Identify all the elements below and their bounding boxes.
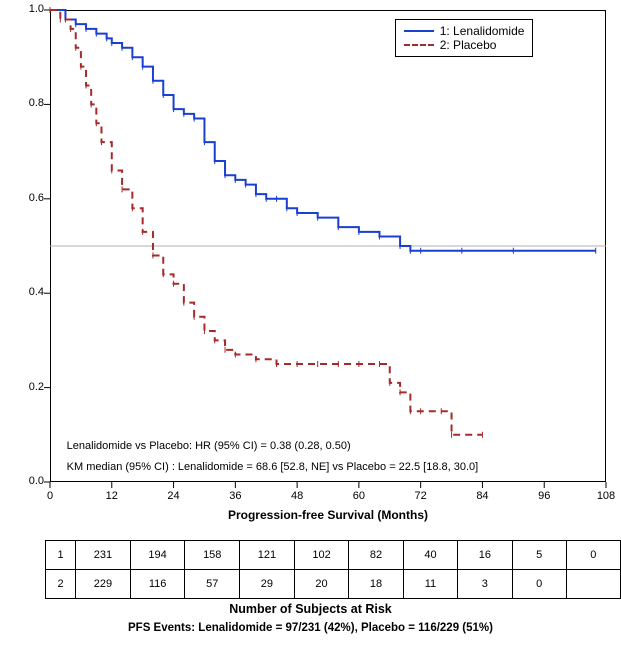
x-tick-label: 108 [594,490,618,502]
chart-annotation: KM median (95% CI) : Lenalidomide = 68.6… [67,461,479,473]
risk-row-label: 1 [46,541,76,570]
legend-swatch [404,44,434,46]
x-tick-label: 60 [347,490,371,502]
x-tick-label: 84 [470,490,494,502]
y-tick-label: 0.8 [18,97,44,109]
risk-cell: 0 [566,541,620,570]
y-tick-label: 1.0 [18,3,44,15]
risk-cell: 82 [349,541,403,570]
legend-item: 1: Lenalidomide [404,24,525,38]
x-tick-label: 72 [409,490,433,502]
risk-row-label: 2 [46,570,76,599]
y-tick-label: 0.4 [18,286,44,298]
risk-subcaption: PFS Events: Lenalidomide = 97/231 (42%),… [0,622,621,634]
legend: 1: Lenalidomide2: Placebo [395,19,534,57]
risk-cell: 231 [76,541,131,570]
x-tick-label: 24 [162,490,186,502]
risk-cell: 11 [403,570,457,599]
x-tick-label: 0 [38,490,62,502]
km-figure: 1: Lenalidomide2: Placebo Progression-fr… [0,0,621,654]
risk-cell: 3 [458,570,512,599]
risk-cell: 229 [76,570,131,599]
risk-cell: 20 [294,570,349,599]
risk-cell: 57 [185,570,240,599]
y-tick-label: 0.2 [18,381,44,393]
risk-cell: 194 [130,541,185,570]
risk-cell: 5 [512,541,566,570]
risk-table: 123119415812110282401650 2229116572920181… [45,540,621,599]
x-tick-label: 96 [532,490,556,502]
legend-label: 1: Lenalidomide [440,24,525,38]
legend-item: 2: Placebo [404,38,525,52]
y-tick-label: 0.6 [18,192,44,204]
risk-cell [566,570,620,599]
legend-label: 2: Placebo [440,38,497,52]
legend-swatch [404,30,434,32]
risk-cell: 121 [240,541,295,570]
x-axis-label: Progression-free Survival (Months) [50,508,606,522]
chart-annotation: Lenalidomide vs Placebo: HR (95% CI) = 0… [67,440,351,452]
risk-cell: 29 [240,570,295,599]
x-tick-label: 12 [100,490,124,502]
risk-cell: 18 [349,570,403,599]
risk-cell: 158 [185,541,240,570]
risk-cell: 102 [294,541,349,570]
risk-caption: Number of Subjects at Risk [0,602,621,616]
y-tick-label: 0.0 [18,475,44,487]
risk-cell: 116 [130,570,185,599]
x-tick-label: 36 [223,490,247,502]
risk-cell: 0 [512,570,566,599]
risk-cell: 40 [403,541,457,570]
x-tick-label: 48 [285,490,309,502]
risk-cell: 16 [458,541,512,570]
